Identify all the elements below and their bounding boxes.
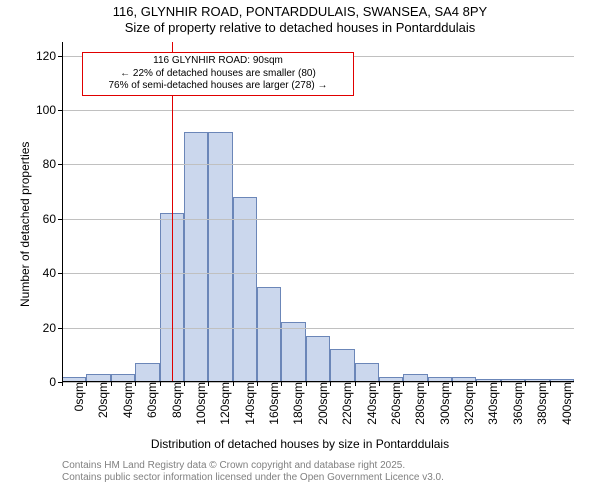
y-axis-label: Number of detached properties: [18, 142, 32, 307]
xtick-label: 0sqm: [66, 382, 86, 411]
gridline: [62, 110, 574, 111]
xtick-mark: [501, 382, 502, 386]
xtick-label: 200sqm: [310, 382, 330, 425]
xtick-label: 120sqm: [212, 382, 232, 425]
xtick-label: 360sqm: [505, 382, 525, 425]
xtick-label: 140sqm: [237, 382, 257, 425]
xtick-label: 220sqm: [334, 382, 354, 425]
xtick-label: 400sqm: [554, 382, 574, 425]
xtick-mark: [233, 382, 234, 386]
xtick-mark: [476, 382, 477, 386]
xtick-label: 340sqm: [480, 382, 500, 425]
xtick-label: 40sqm: [115, 382, 135, 418]
xtick-label: 260sqm: [383, 382, 403, 425]
xtick-mark: [330, 382, 331, 386]
ytick-label: 40: [43, 266, 62, 280]
xtick-mark: [379, 382, 380, 386]
gridline: [62, 164, 574, 165]
ytick-label: 100: [36, 103, 62, 117]
bar: [257, 287, 281, 382]
xtick-label: 20sqm: [90, 382, 110, 418]
footer-line1: Contains HM Land Registry data © Crown c…: [62, 460, 600, 471]
xtick-label: 80sqm: [164, 382, 184, 418]
callout-line2: ← 22% of detached houses are smaller (80…: [87, 68, 349, 81]
callout-line1: 116 GLYNHIR ROAD: 90sqm: [87, 55, 349, 68]
xtick-label: 280sqm: [407, 382, 427, 425]
bar: [330, 349, 354, 382]
chart-title-line2: Size of property relative to detached ho…: [0, 19, 600, 35]
gridline: [62, 219, 574, 220]
xtick-label: 160sqm: [261, 382, 281, 425]
xtick-label: 60sqm: [139, 382, 159, 418]
xtick-mark: [281, 382, 282, 386]
ytick-label: 0: [49, 375, 62, 389]
chart-title-line1: 116, GLYNHIR ROAD, PONTARDDULAIS, SWANSE…: [0, 0, 600, 19]
xtick-label: 100sqm: [188, 382, 208, 425]
chart-container: { "title": { "line1": "116, GLYNHIR ROAD…: [0, 0, 600, 500]
bar: [306, 336, 330, 382]
xtick-label: 320sqm: [456, 382, 476, 425]
x-axis-line: [62, 381, 574, 382]
xtick-mark: [452, 382, 453, 386]
xtick-mark: [111, 382, 112, 386]
gridline: [62, 328, 574, 329]
xtick-mark: [184, 382, 185, 386]
xtick-mark: [135, 382, 136, 386]
ytick-label: 20: [43, 321, 62, 335]
bar: [208, 132, 232, 382]
x-axis-label: Distribution of detached houses by size …: [0, 437, 600, 451]
xtick-mark: [525, 382, 526, 386]
xtick-label: 300sqm: [432, 382, 452, 425]
y-axis-line: [62, 42, 63, 382]
footer-line2: Contains public sector information licen…: [62, 472, 600, 483]
callout-box: 116 GLYNHIR ROAD: 90sqm ← 22% of detache…: [82, 52, 354, 96]
xtick-mark: [306, 382, 307, 386]
ytick-label: 80: [43, 157, 62, 171]
xtick-mark: [550, 382, 551, 386]
bar: [184, 132, 208, 382]
xtick-mark: [160, 382, 161, 386]
xtick-mark: [208, 382, 209, 386]
ytick-label: 120: [36, 49, 62, 63]
bar: [281, 322, 305, 382]
plot-area: 020406080100120 0sqm20sqm40sqm60sqm80sqm…: [62, 42, 574, 382]
xtick-label: 380sqm: [529, 382, 549, 425]
bar: [355, 363, 379, 382]
xtick-mark: [62, 382, 63, 386]
xtick-mark: [86, 382, 87, 386]
xtick-mark: [257, 382, 258, 386]
ytick-label: 60: [43, 212, 62, 226]
xtick-mark: [428, 382, 429, 386]
bar: [135, 363, 159, 382]
xtick-label: 240sqm: [359, 382, 379, 425]
bar: [233, 197, 257, 382]
xtick-label: 180sqm: [285, 382, 305, 425]
callout-line3: 76% of semi-detached houses are larger (…: [87, 80, 349, 93]
xtick-mark: [403, 382, 404, 386]
xtick-mark: [355, 382, 356, 386]
gridline: [62, 273, 574, 274]
